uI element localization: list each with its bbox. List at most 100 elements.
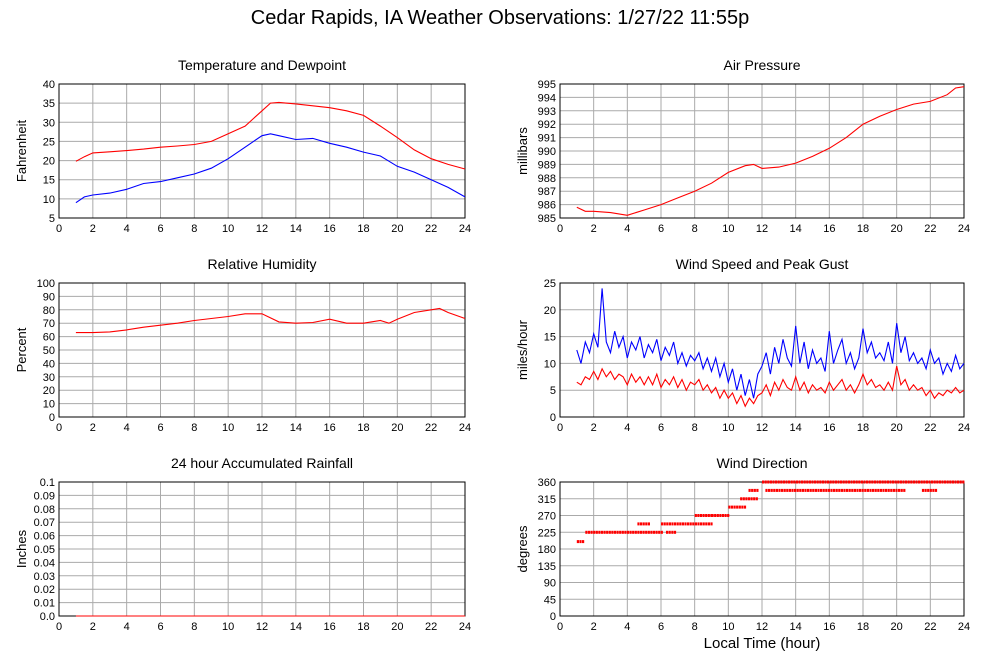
direction-point [853,480,856,484]
x-tick-label: 18 [357,223,369,235]
y-tick-label: 15 [43,175,55,187]
direction-point [694,514,697,517]
direction-point [894,480,897,484]
direction-point [850,480,853,484]
direction-point [824,480,827,484]
x-tick-label: 4 [124,223,130,235]
direction-point [724,514,727,517]
direction-point [765,488,768,492]
direction-point [738,505,741,509]
x-tick-label: 16 [823,621,835,633]
direction-point [933,480,936,484]
direction-point [884,480,887,484]
x-tick-label: 14 [790,223,802,235]
series-line-0 [576,86,965,216]
x-tick-label: 20 [891,422,903,434]
direction-point [707,522,710,526]
x-tick-label: 14 [790,621,802,633]
direction-point [702,522,705,526]
direction-point [944,480,947,484]
y-tick-label: 40 [43,358,55,370]
direction-point [730,505,734,509]
x-tick-label: 22 [924,223,936,235]
x-tick-label: 12 [756,621,768,633]
direction-point [745,497,748,501]
x-tick-label: 0 [56,621,62,633]
direction-point [814,488,817,492]
direction-point [793,480,796,484]
direction-point [928,480,931,484]
direction-point [702,514,705,517]
x-tick-label: 12 [256,621,268,633]
chart-title: Wind Direction [716,455,807,471]
direction-point [777,480,780,484]
direction-point [714,514,717,517]
direction-point [671,522,674,526]
x-tick-label: 20 [391,223,403,235]
y-tick-label: 0.02 [34,584,55,596]
direction-point [799,488,802,492]
x-tick-label: 10 [222,223,234,235]
direction-point [587,530,591,534]
direction-point [748,488,751,492]
chart-rain: 0 2 4 6 8 10 12 14 16 18 20 22 240.00.010.020.030.04… [14,455,471,633]
direction-point [650,530,653,534]
direction-point [863,480,866,484]
y-tick-label: 20 [43,385,55,397]
direction-point [838,488,841,492]
y-tick-label: 80 [43,305,55,317]
direction-point [655,530,658,534]
direction-point [874,488,877,492]
direction-point [941,480,944,484]
direction-point [853,488,856,492]
direction-point [642,522,645,526]
direction-point [801,488,804,492]
direction-point [804,488,807,492]
direction-point [637,522,640,526]
direction-point [762,480,765,484]
y-tick-label: 90 [43,291,55,303]
y-tick-label: 60 [43,332,55,344]
direction-point [869,488,872,492]
page-title: Cedar Rapids, IA Weather Observations: 1… [250,7,750,29]
y-axis-label: Percent [14,327,29,372]
direction-point [924,488,927,492]
direction-point [890,488,893,492]
y-axis-label: miles/hour [515,319,530,380]
direction-point [860,480,863,484]
y-tick-label: 225 [538,527,556,539]
y-tick-label: 20 [544,305,556,317]
direction-point [582,540,585,544]
direction-point [585,530,588,534]
direction-point [626,530,630,534]
direction-point [881,480,884,484]
direction-point [710,514,713,517]
direction-point [861,488,864,492]
direction-point [687,522,690,526]
direction-point [925,480,928,484]
direction-point [619,530,622,534]
direction-point [912,480,915,484]
y-tick-label: 0.0 [40,611,55,623]
direction-point [846,488,849,492]
x-tick-label: 4 [624,223,630,235]
direction-point [613,530,617,534]
direction-point [866,480,869,484]
direction-point [882,488,885,492]
direction-point [902,480,905,484]
direction-point [600,530,604,534]
x-tick-label: 2 [90,223,96,235]
plot-frame [58,282,466,418]
direction-point [740,497,743,501]
direction-point [652,530,656,534]
chart-title: 24 hour Accumulated Rainfall [171,455,353,471]
direction-point [753,488,756,492]
direction-point [728,505,731,509]
direction-point [608,530,611,534]
direction-point [835,488,838,492]
x-tick-label: 12 [756,223,768,235]
direction-point [898,488,901,492]
x-tick-label: 20 [391,621,403,633]
direction-point [814,480,817,484]
direction-point [932,488,935,492]
